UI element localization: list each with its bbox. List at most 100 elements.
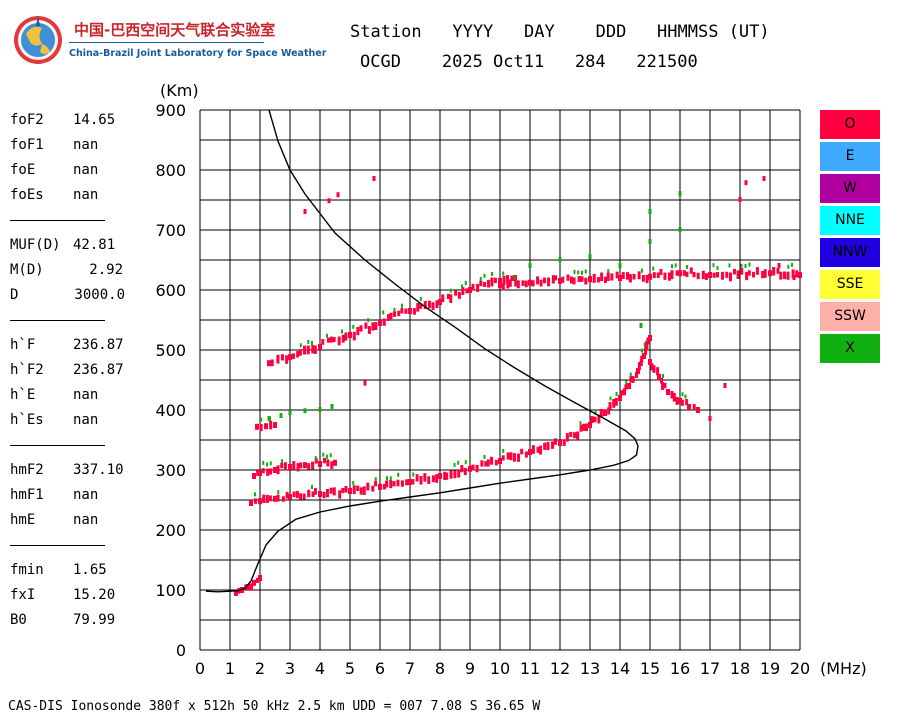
trace-mark bbox=[329, 336, 333, 343]
y-tick-label: 500 bbox=[155, 341, 186, 360]
trace-mark bbox=[400, 307, 404, 314]
trace-mark bbox=[307, 489, 311, 498]
trace-mark-x bbox=[269, 461, 272, 466]
trace-mark-x bbox=[787, 264, 790, 269]
data-point bbox=[249, 500, 253, 506]
trace-mark bbox=[551, 441, 555, 449]
trace-mark bbox=[565, 433, 569, 442]
data-point bbox=[273, 495, 277, 502]
trace-mark bbox=[652, 272, 656, 279]
trace-mark bbox=[517, 453, 521, 462]
trace-mark-x bbox=[662, 373, 664, 378]
instrument-footer: CAS-DIS Ionosonde 380f x 512h 50 kHz 2.5… bbox=[8, 699, 541, 714]
trace-mark bbox=[326, 459, 330, 467]
trace-mark bbox=[262, 494, 266, 504]
data-point bbox=[258, 470, 262, 476]
trace-mark bbox=[641, 274, 645, 282]
trace-mark bbox=[728, 272, 732, 282]
trace-mark bbox=[411, 479, 415, 485]
trace-mark bbox=[531, 280, 535, 287]
trace-mark bbox=[259, 423, 263, 432]
trace-mark bbox=[640, 355, 644, 363]
trace-mark bbox=[483, 281, 487, 287]
data-point bbox=[687, 404, 691, 410]
data-point bbox=[648, 335, 652, 341]
x-tick-label: 17 bbox=[700, 659, 720, 678]
trace-mark bbox=[416, 302, 420, 312]
trace-mark bbox=[597, 414, 601, 424]
trace-mark bbox=[321, 339, 325, 345]
data-point bbox=[777, 263, 781, 268]
trace-mark bbox=[763, 269, 767, 278]
y-tick-label: 300 bbox=[155, 461, 186, 480]
trace-mark bbox=[256, 470, 260, 477]
x-tick-label: 1 bbox=[225, 659, 235, 678]
data-point bbox=[648, 209, 652, 214]
y-tick-label: 800 bbox=[155, 161, 186, 180]
trace-mark bbox=[637, 271, 641, 280]
data-point bbox=[348, 332, 352, 338]
trace-mark bbox=[296, 463, 300, 472]
data-point bbox=[378, 483, 382, 490]
trace-mark-x bbox=[513, 275, 516, 280]
trace-mark bbox=[603, 276, 607, 284]
logo-english-title: China-Brazil Joint Laboratory for Space … bbox=[69, 48, 327, 59]
x-tick-label: 16 bbox=[670, 659, 690, 678]
param-value: 236.87 bbox=[73, 362, 124, 378]
trace-mark bbox=[250, 583, 254, 591]
data-point bbox=[255, 423, 259, 430]
trace-mark bbox=[592, 273, 596, 283]
legend-item-sse: SSE bbox=[820, 270, 880, 299]
trace-mark-x bbox=[453, 462, 456, 467]
trace-mark bbox=[501, 455, 505, 461]
trace-mark bbox=[311, 345, 315, 354]
legend-item-nnw: NNW bbox=[820, 238, 880, 267]
trace-mark bbox=[382, 318, 386, 326]
trace-mark bbox=[484, 461, 488, 467]
trace-mark bbox=[362, 486, 366, 495]
param-row: h`E nan bbox=[10, 383, 130, 408]
data-point bbox=[438, 299, 442, 305]
x-tick-label: 6 bbox=[375, 659, 385, 678]
trace-mark bbox=[635, 371, 639, 379]
trace-mark-x bbox=[584, 269, 587, 274]
trace-mark-x bbox=[311, 341, 313, 346]
param-row: MUF(D) 42.81 bbox=[10, 233, 130, 258]
x-tick-label: 12 bbox=[550, 659, 570, 678]
data-point bbox=[468, 287, 472, 293]
trace-mark bbox=[449, 470, 453, 479]
data-point bbox=[627, 383, 631, 389]
trace-mark bbox=[457, 292, 461, 299]
trace-mark bbox=[366, 482, 370, 491]
trace-mark-x bbox=[740, 263, 743, 268]
trace-mark bbox=[562, 439, 566, 446]
trace-mark bbox=[435, 474, 439, 483]
param-value: nan bbox=[73, 187, 99, 203]
data-point bbox=[258, 498, 262, 505]
trace-mark bbox=[524, 451, 528, 458]
trace-mark bbox=[626, 272, 630, 280]
trace-mark bbox=[261, 468, 265, 474]
legend-item-w: W bbox=[820, 174, 880, 203]
lab-logo: 中国-巴西空间天气联合实验室 China-Brazil Joint Labora… bbox=[12, 12, 326, 70]
trace-mark bbox=[431, 475, 435, 483]
trace-mark bbox=[371, 322, 375, 331]
trace-mark bbox=[508, 279, 512, 287]
trace-mark bbox=[624, 384, 628, 390]
param-row: fmin 1.65 bbox=[10, 558, 130, 583]
trace-mark-x bbox=[609, 396, 612, 401]
trace-mark bbox=[631, 376, 635, 383]
trace-mark bbox=[520, 448, 524, 455]
param-label: foF2 bbox=[10, 112, 44, 128]
trace-mark bbox=[579, 424, 583, 432]
trace-mark bbox=[663, 382, 667, 389]
trace-mark bbox=[675, 270, 679, 276]
trace-mark bbox=[650, 363, 654, 371]
data-point bbox=[333, 459, 337, 466]
trace-mark-x bbox=[329, 453, 332, 458]
x-tick-label: 15 bbox=[640, 659, 660, 678]
trace-mark-x bbox=[307, 339, 310, 344]
trace-mark bbox=[385, 480, 389, 488]
trace-mark bbox=[364, 322, 368, 329]
param-row: D 3000.0 bbox=[10, 283, 130, 308]
